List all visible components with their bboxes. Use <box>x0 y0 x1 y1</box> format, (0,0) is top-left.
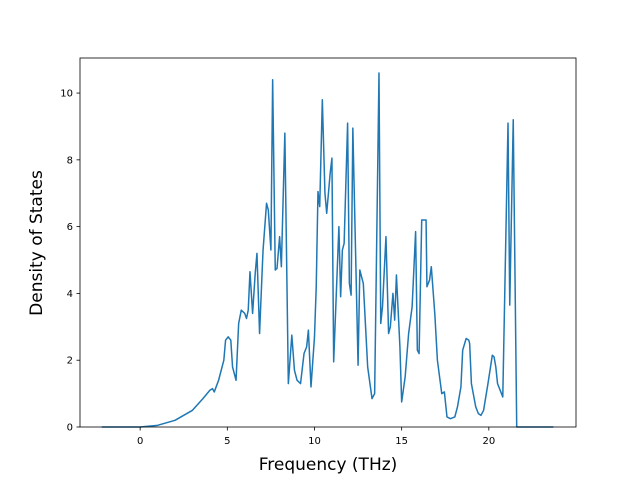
x-tick-label: 10 <box>308 436 321 447</box>
y-tick-label: 6 <box>67 222 73 233</box>
plot-frame <box>79 57 577 428</box>
line <box>101 72 554 428</box>
y-tick-label: 4 <box>67 289 73 300</box>
x-tick-label: 20 <box>482 436 495 447</box>
y-tick-label: 2 <box>67 356 73 367</box>
x-tick-label: 5 <box>224 436 230 447</box>
x-tick-label: 15 <box>395 436 408 447</box>
y-tick-label: 0 <box>67 423 73 434</box>
x-axis-label: Frequency (THz) <box>259 455 398 475</box>
y-axis-label: Density of States <box>27 170 47 316</box>
y-tick-label: 8 <box>67 155 73 166</box>
x-tick-label: 0 <box>137 436 143 447</box>
y-tick-label: 10 <box>60 89 73 100</box>
